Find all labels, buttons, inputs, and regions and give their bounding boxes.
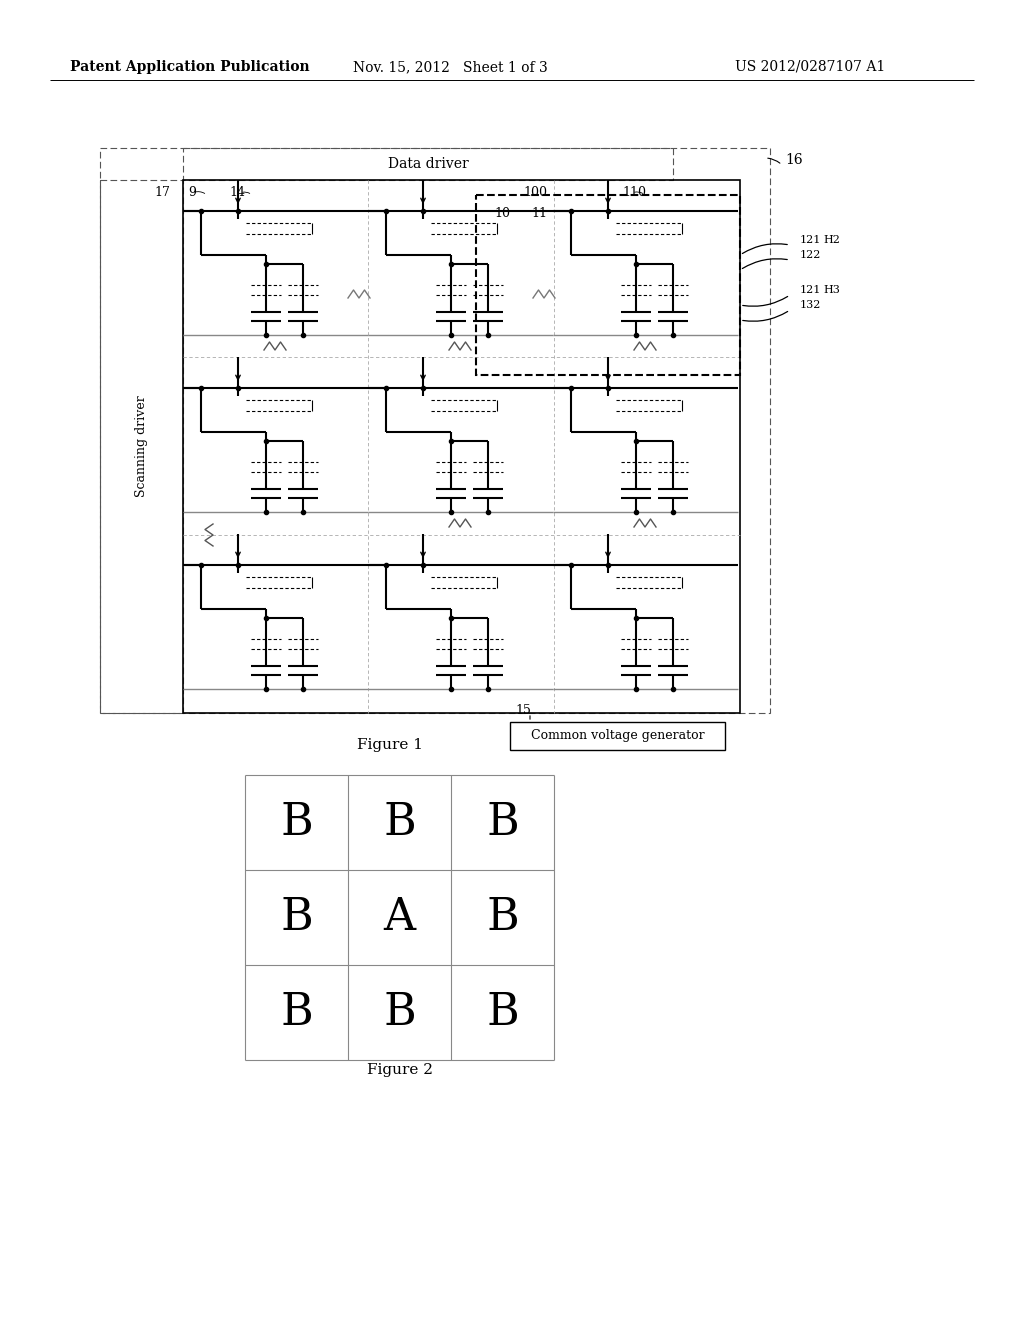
Text: B: B	[383, 991, 416, 1034]
Text: Patent Application Publication: Patent Application Publication	[71, 59, 310, 74]
Text: 110: 110	[622, 186, 646, 199]
Text: B: B	[486, 991, 519, 1034]
Text: Scanning driver: Scanning driver	[135, 396, 148, 498]
Bar	[476, 195, 740, 375]
Text: B: B	[281, 991, 313, 1034]
Text: 10: 10	[494, 207, 510, 220]
Bar	[183, 180, 740, 713]
Text: 9: 9	[188, 186, 196, 199]
Text: 132: 132	[800, 300, 821, 310]
Text: Data driver: Data driver	[388, 157, 468, 172]
Text: 16: 16	[785, 153, 803, 168]
Text: B: B	[486, 896, 519, 939]
Bar	[183, 148, 673, 180]
Text: 14: 14	[229, 186, 245, 199]
Text: 100: 100	[523, 186, 547, 199]
Text: Common voltage generator: Common voltage generator	[530, 730, 705, 742]
Text: B: B	[383, 801, 416, 843]
Text: H3: H3	[823, 285, 840, 294]
Text: 121: 121	[800, 235, 821, 246]
Text: B: B	[281, 801, 313, 843]
Bar	[510, 722, 725, 750]
Text: 17: 17	[154, 186, 170, 199]
Text: 11: 11	[531, 207, 547, 220]
Text: Nov. 15, 2012   Sheet 1 of 3: Nov. 15, 2012 Sheet 1 of 3	[352, 59, 548, 74]
Text: B: B	[281, 896, 313, 939]
Text: 122: 122	[800, 249, 821, 260]
Text: H2: H2	[823, 235, 840, 246]
Text: Figure 2: Figure 2	[367, 1063, 433, 1077]
Bar	[100, 148, 770, 713]
Text: US 2012/0287107 A1: US 2012/0287107 A1	[735, 59, 885, 74]
Text: A: A	[383, 896, 416, 939]
Bar	[100, 180, 183, 713]
Text: B: B	[486, 801, 519, 843]
Text: Figure 1: Figure 1	[357, 738, 423, 752]
Text: 15: 15	[515, 704, 530, 717]
Text: 121: 121	[800, 285, 821, 294]
